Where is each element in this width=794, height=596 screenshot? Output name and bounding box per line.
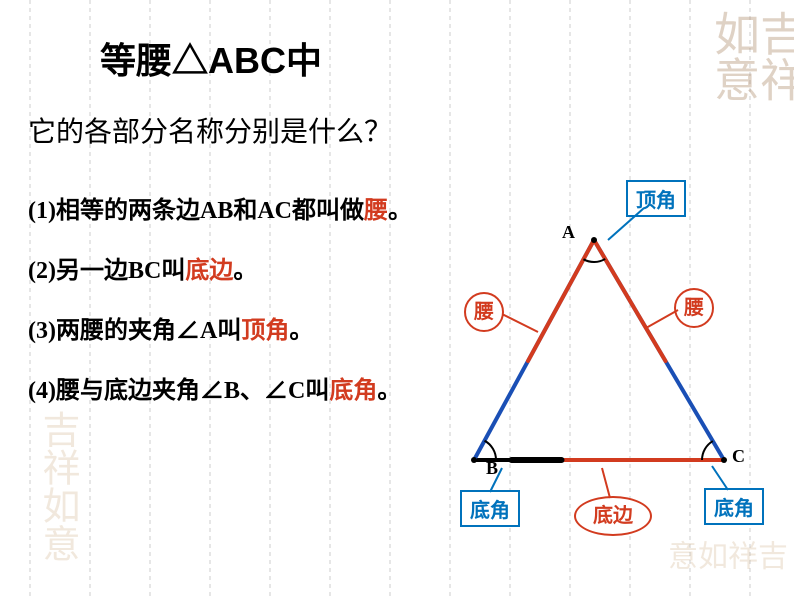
item-number: (2) (28, 258, 56, 284)
item-text-pre: 相等的两条边AB和AC都叫做 (56, 198, 364, 224)
item-number: (1) (28, 198, 56, 224)
base-edge-pointer (596, 466, 626, 500)
item-text-post: 。 (289, 318, 313, 344)
leg-left-label: 腰 (464, 292, 504, 332)
base-edge-label: 底边 (574, 496, 652, 536)
item-number: (4) (28, 378, 56, 404)
vertex-a-label: A (562, 222, 575, 243)
definition-item-1: (1)相等的两条边AB和AC都叫做腰。 (28, 190, 412, 225)
item-text-post: 。 (233, 258, 257, 284)
subtitle: 它的各部分名称分别是什么？ (28, 110, 392, 150)
item-number: (3) (28, 318, 56, 344)
item-text-post: 。 (377, 378, 401, 404)
base-angle-left-pointer (488, 466, 518, 496)
item-text-pre: 两腰的夹角∠A叫 (56, 318, 241, 344)
triangle-diagram: 顶角 A B C 腰 腰 底角 底角 底边 (444, 180, 764, 580)
apex-pointer (604, 204, 664, 244)
item-text-post: 。 (388, 198, 412, 224)
definition-item-4: (4)腰与底边夹角∠B、∠C叫底角。 (28, 370, 401, 405)
item-highlight: 腰 (364, 198, 388, 224)
item-text-pre: 腰与底边夹角∠B、∠C叫 (56, 378, 329, 404)
item-highlight: 顶角 (241, 318, 289, 344)
seal-decoration-left: 吉祥如意 (38, 410, 76, 562)
item-highlight: 底角 (329, 378, 377, 404)
item-highlight: 底边 (185, 258, 233, 284)
leg-right-pointer (646, 308, 682, 334)
leg-left-pointer (502, 310, 542, 340)
seal-decoration-main: 吉祥 如意 (710, 10, 794, 102)
definition-item-3: (3)两腰的夹角∠A叫顶角。 (28, 310, 313, 345)
definition-item-2: (2)另一边BC叫底边。 (28, 250, 257, 285)
page-title: 等腰△ABC中 (100, 32, 322, 84)
base-angle-right-pointer (708, 464, 738, 494)
item-text-pre: 另一边BC叫 (56, 258, 185, 284)
